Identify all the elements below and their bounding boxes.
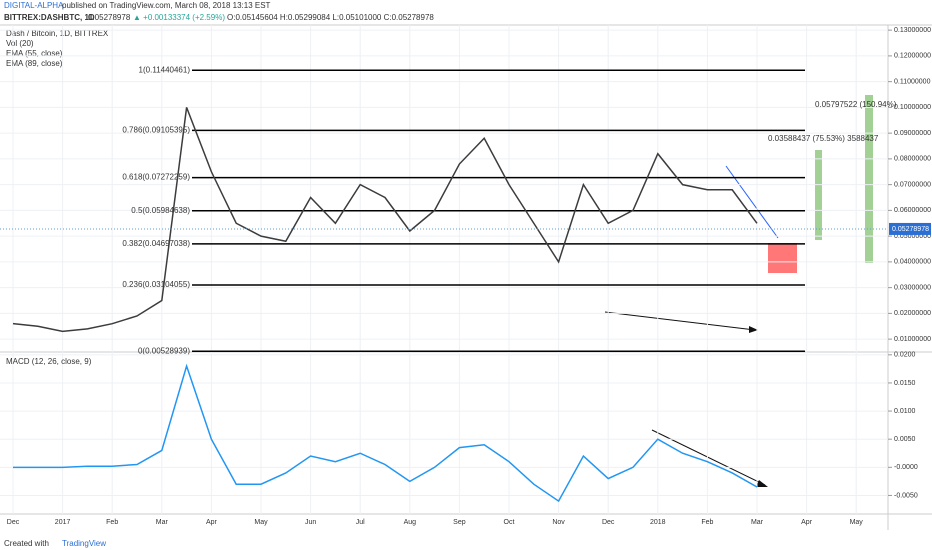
last-price-label: 0.05278978	[892, 226, 929, 233]
trend-arrow	[604, 311, 756, 331]
x-tick-label: Jul	[356, 519, 365, 526]
y-tick-label: 0.10000000	[894, 104, 931, 111]
footer-brand: TradingView	[62, 539, 106, 548]
y-tick-label: 0.07000000	[894, 181, 931, 188]
y-tick-label: 0.01000000	[894, 336, 931, 343]
fib-label: 0(0.00528939)	[138, 346, 190, 355]
x-tick-label: Sep	[453, 519, 466, 526]
symbol: BITTREX:DASHBTC, 1D	[4, 13, 95, 22]
fib-label: 0.5(0.05984638)	[131, 206, 190, 215]
target-box	[768, 243, 797, 273]
y-tick-label: 0.11000000	[894, 78, 931, 85]
fib-label: 0.382(0.04697038)	[122, 239, 190, 248]
y-tick-label: 0.0100	[894, 408, 916, 415]
series-line	[12, 107, 758, 333]
fib-label: 0.236(0.03104055)	[122, 280, 190, 289]
author: DIGITAL-ALPHA	[4, 1, 64, 10]
y-tick-label: 0.0050	[894, 436, 916, 443]
arrow-head	[756, 480, 768, 487]
x-tick-label: Nov	[552, 519, 565, 526]
y-tick-label: 0.13000000	[894, 27, 931, 34]
x-tick-label: Apr	[206, 519, 218, 526]
x-tick-label: Feb	[106, 519, 118, 526]
y-tick-label: 0.12000000	[894, 53, 931, 60]
legend-item: EMA (89, close)	[6, 59, 63, 68]
x-tick-label: Apr	[801, 519, 813, 526]
legend-item: EMA (55, close)	[6, 49, 63, 58]
x-tick-label: Mar	[751, 519, 764, 526]
x-tick-label: Jun	[305, 519, 316, 526]
pane-title: MACD (12, 26, close, 9)	[6, 357, 92, 366]
measure-bar	[865, 95, 873, 263]
legend-item: Vol (20)	[6, 39, 34, 48]
x-tick-label: 2018	[650, 519, 666, 526]
price: 0.05278978	[88, 13, 131, 22]
fib-label: 0.786(0.09105395)	[122, 126, 190, 135]
fib-label: 0.618(0.07272259)	[122, 173, 190, 182]
footer-created: Created with	[4, 539, 49, 548]
published: published on TradingView.com, March 08, …	[62, 1, 271, 10]
x-tick-label: Aug	[404, 519, 417, 526]
y-tick-label: 0.02000000	[894, 310, 931, 317]
y-tick-label: 0.03000000	[894, 284, 931, 291]
x-tick-label: May	[850, 519, 864, 526]
x-tick-label: 2017	[55, 519, 71, 526]
annotation: 0.03588437 (75.53%) 3588437	[768, 134, 879, 143]
fib-label: 1(0.11440461)	[139, 65, 191, 74]
x-tick-label: Mar	[156, 519, 169, 526]
y-tick-label: 0.05000000	[894, 233, 931, 240]
y-tick-label: 0.0150	[894, 380, 916, 387]
series-line	[13, 363, 758, 503]
ohlc: O:0.05145604 H:0.05299084 L:0.05101000 C…	[227, 13, 434, 22]
change: ▲ +0.00133374 (+2.59%)	[133, 13, 225, 22]
y-tick-label: -0.0000	[894, 464, 918, 471]
y-tick-label: 0.08000000	[894, 156, 931, 163]
y-tick-label: 0.0200	[894, 352, 916, 359]
x-tick-label: Feb	[701, 519, 713, 526]
y-tick-label: 0.06000000	[894, 207, 931, 214]
annotation: 0.05797522 (150.94%)	[815, 100, 897, 109]
legend-item: Dash / Bitcoin, 1D, BITTREX	[6, 29, 109, 38]
y-tick-label: -0.0050	[894, 492, 918, 499]
y-tick-label: 0.09000000	[894, 130, 931, 137]
measure-bar	[815, 150, 822, 240]
x-tick-label: Dec	[602, 519, 615, 526]
y-tick-label: 0.04000000	[894, 259, 931, 266]
arrow-head	[749, 326, 758, 333]
x-tick-label: Dec	[7, 519, 20, 526]
x-tick-label: May	[254, 519, 268, 526]
last-price-box	[889, 222, 931, 235]
x-tick-label: Oct	[504, 519, 515, 526]
